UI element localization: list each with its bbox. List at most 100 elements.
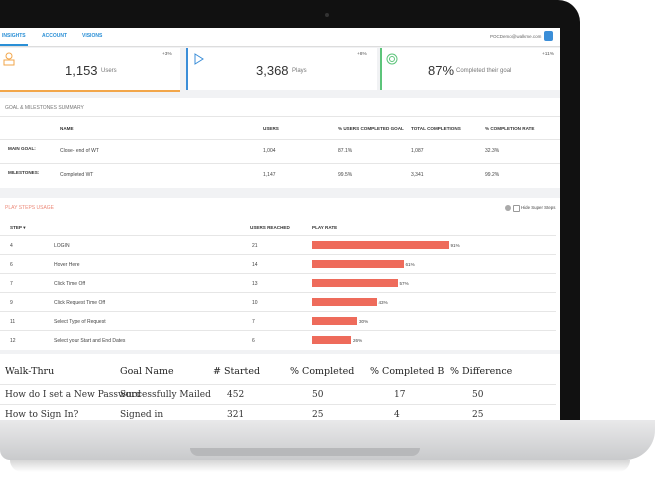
cell: 3,341 [411,172,424,178]
step-number: 11 [10,319,16,325]
cell: How do I set a New Password [5,390,142,400]
step-name: Select your Start and End Dates [54,338,126,344]
cell: Signed in [120,410,164,420]
nav-tab[interactable]: VISIONS [82,33,103,39]
stat-card [380,48,560,90]
step-name: Hover Here [54,262,80,268]
cell: Successfully Mailed [120,390,211,400]
stat-label: Users [101,68,117,74]
column-header: % COMPLETION RATE [485,126,535,131]
users-reached: 6 [252,338,255,344]
cell: 17 [394,390,406,400]
column-header: TOTAL COMPLETIONS [411,126,461,131]
screen: INSIGHTS ACCOUNT VISIONS POCDemo@walkme.com… [0,28,560,420]
column-header: Goal Name [120,366,174,377]
row-label: MAIN GOAL: [8,146,36,151]
step-name: Click Request Time Off [54,300,106,306]
step-number: 7 [10,281,13,287]
play-rate-label: 57% [399,281,409,286]
rowline [0,235,556,236]
column-header: USERS [263,126,279,131]
column-header: % Completed B [370,366,445,377]
rowline [0,273,556,274]
stat-label: Plays [292,68,307,74]
step-name: Click Time Off [54,281,86,287]
cell: Close- end of WT [60,148,99,154]
goal-icon [386,53,398,65]
user-email: POCDemo@walkme.com [490,34,542,39]
users-reached: 14 [252,262,258,268]
cell: 1,004 [263,148,276,154]
step-number: 9 [10,300,13,306]
nav-bar [0,28,560,47]
users-icon [3,52,15,66]
row-label: MILESTONES: [8,170,40,175]
laptop-shadow [10,460,630,472]
rowline [0,404,556,405]
play-rate-label: 30% [359,319,369,324]
rowline [0,384,556,385]
cell: 25 [312,410,324,420]
rowline [0,116,560,117]
laptop-notch [190,448,420,456]
step-name: LOGIN [54,243,70,249]
cell: 32.3% [485,148,500,154]
cell: 4 [394,410,400,420]
play-rate-label: 61% [405,262,415,267]
stat-change: +3% [162,52,172,57]
cell: 50 [312,390,324,400]
stat-card [0,48,180,92]
step-number: 12 [10,338,16,344]
cell: 50 [472,390,484,400]
panel-title: GOAL & MILESTONES SUMMARY [5,105,84,111]
steps-panel [0,198,560,350]
column-header: Walk-Thru [5,366,55,377]
cell: 99.5% [338,172,353,178]
step-number: 6 [10,262,13,268]
plays-icon [194,53,204,65]
rowline [0,311,556,312]
panel-title: PLAY STEPS USAGE [5,205,55,211]
column-header: PLAY RATE [312,225,338,230]
play-rate-bar [312,241,449,249]
rowline [0,254,556,255]
play-rate-bar [312,260,404,268]
goals-panel [0,98,560,188]
column-header: % USERS COMPLETED GOAL [338,126,404,131]
stat-card [186,48,377,90]
column-header: # Started [213,366,261,377]
cell: 25 [472,410,484,420]
play-rate-label: 43% [378,300,388,305]
rowline [0,163,560,164]
column-header: % Completed [290,366,355,377]
play-rate-label: 26% [353,338,363,343]
settings-icon[interactable] [505,205,511,211]
stat-value: 87% [428,63,455,78]
column-header: % Difference [450,366,513,377]
play-rate-bar [312,336,351,344]
play-rate-bar [312,317,357,325]
stat-value: 3,368 [256,63,289,78]
toggle-label[interactable]: Hide Super Steps [521,205,556,210]
cell: 1,087 [411,148,424,154]
column-header: NAME [60,126,74,131]
nav-tab[interactable]: INSIGHTS [2,33,26,39]
users-reached: 13 [252,281,258,287]
cell: 99.2% [485,172,500,178]
rowline [0,292,556,293]
stat-change: +8% [357,52,367,57]
nav-tab[interactable]: ACCOUNT [42,33,67,39]
toggle-checkbox[interactable] [513,205,520,212]
users-reached: 21 [252,243,258,249]
users-reached: 7 [252,319,255,325]
walkthru-panel [0,354,560,420]
rowline [0,330,556,331]
column-header[interactable]: STEP ▾ [10,225,26,230]
cell: How to Sign In? [5,410,79,420]
step-name: Select Type of Request [54,319,106,325]
rowline [0,139,560,140]
nav-active-underline [0,44,28,46]
cell: Completed WT [60,172,94,178]
user-avatar[interactable] [544,31,553,41]
